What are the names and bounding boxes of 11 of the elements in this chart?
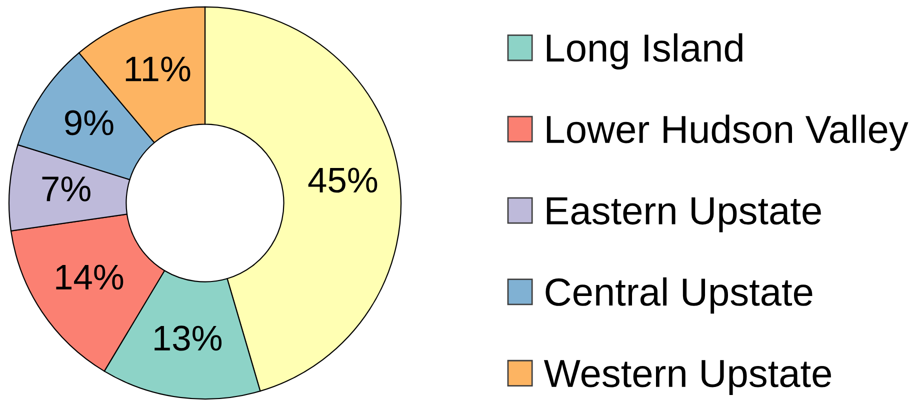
data-label: 9%: [65, 110, 114, 136]
legend-label: Central Upstate: [546, 277, 812, 314]
data-label: 14%: [56, 264, 124, 290]
data-label: 13%: [154, 326, 222, 351]
legend-label: Eastern Upstate: [546, 197, 821, 232]
legend-label: Long Island: [546, 33, 742, 70]
data-label: 45%: [308, 168, 378, 193]
legend-label: Lower Hudson Valley: [546, 114, 908, 151]
legend-label: Western Upstate: [544, 360, 831, 395]
data-label: 11%: [126, 56, 190, 82]
data-label: 7%: [42, 176, 90, 202]
